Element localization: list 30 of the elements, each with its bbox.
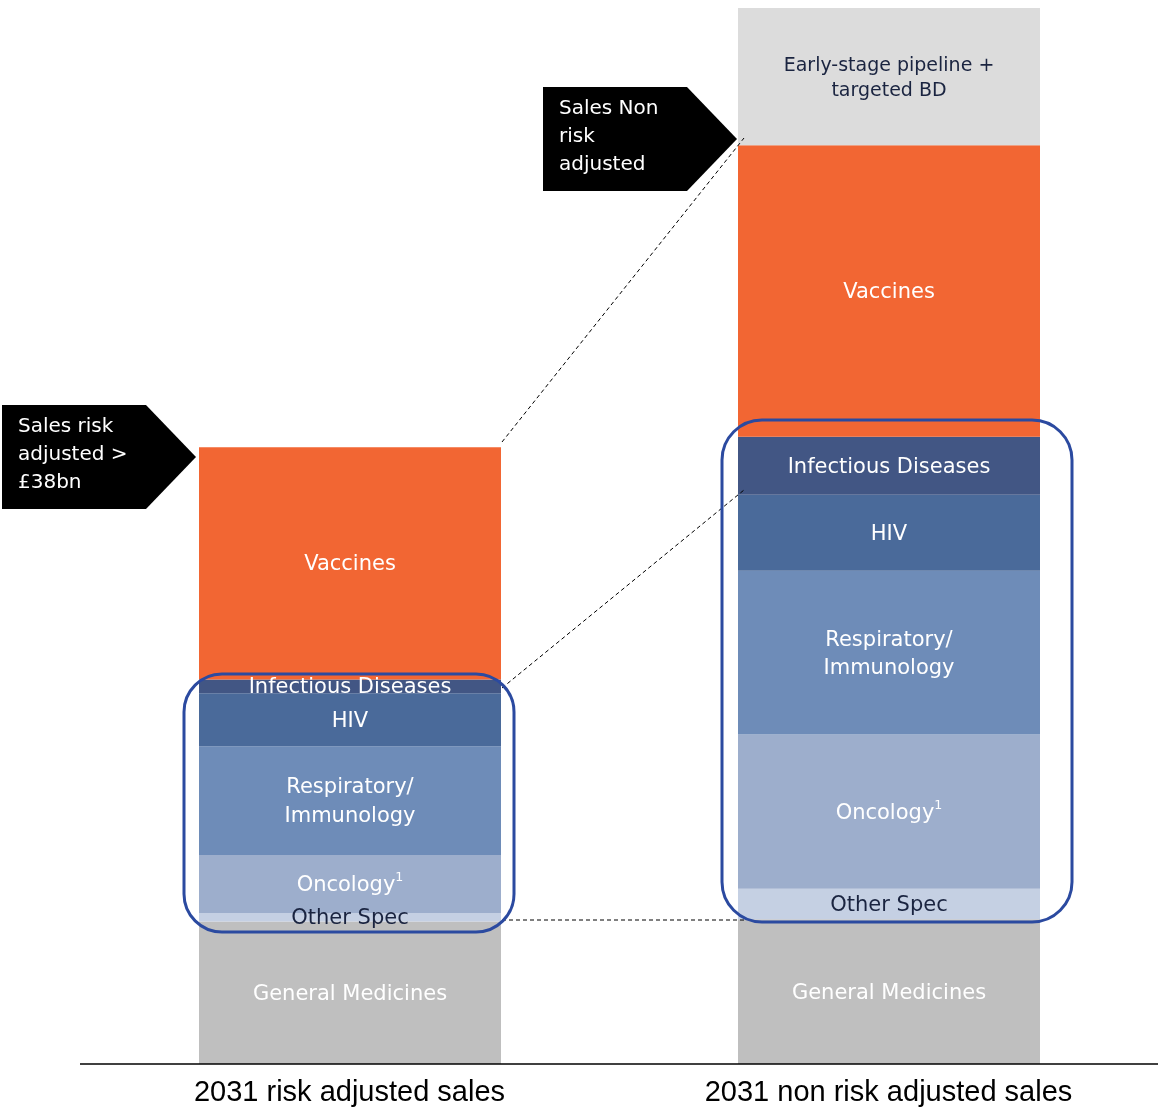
text: Infectious Diseases xyxy=(787,453,991,478)
text: HIV xyxy=(870,520,908,545)
series-label: General Medicines xyxy=(252,980,448,1005)
bar xyxy=(738,436,1040,495)
text: General Medicines xyxy=(791,979,987,1004)
series-label: Early-stage pipeline + targeted BD xyxy=(783,52,995,101)
x-tick-label: 2031 non risk adjusted sales xyxy=(704,1074,1073,1107)
annotation: Sales risk adjusted > £38bn xyxy=(18,412,129,495)
callout: Sales Non risk adjusted xyxy=(543,87,737,191)
bar xyxy=(199,693,501,747)
text: Oncology$^{1}$ xyxy=(835,796,943,824)
series-label: Oncology$^{1}$ xyxy=(296,868,404,896)
text: Other Spec xyxy=(291,905,409,930)
bar xyxy=(738,919,1040,1064)
bar xyxy=(738,8,1040,146)
text: Respiratory/ Immunology xyxy=(823,626,955,679)
bar xyxy=(738,145,1040,437)
callout: Sales risk adjusted > £38bn xyxy=(2,405,196,509)
x-tick-label: 2031 risk adjusted sales xyxy=(193,1074,506,1107)
series-label: HIV xyxy=(331,707,369,732)
series-label: Other Spec xyxy=(830,892,948,917)
bar xyxy=(199,746,501,855)
series-label: Infectious Diseases xyxy=(248,674,452,699)
annotation: Sales Non risk adjusted xyxy=(559,94,660,177)
bar xyxy=(738,570,1040,735)
series-label: Vaccines xyxy=(304,551,396,576)
series-label: Respiratory/ Immunology xyxy=(284,774,416,827)
bar xyxy=(738,734,1040,889)
bar xyxy=(738,494,1040,571)
text: Vaccines xyxy=(843,279,935,304)
